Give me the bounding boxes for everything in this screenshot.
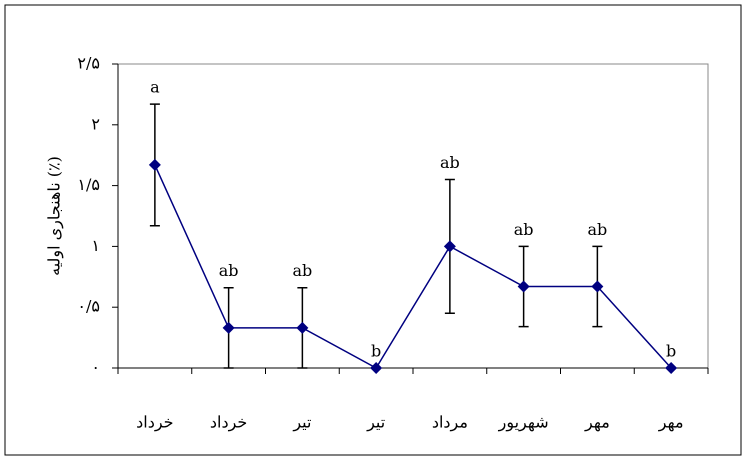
significance-letter: ab [292, 261, 312, 280]
significance-letter: ab [440, 153, 460, 172]
point [517, 280, 530, 293]
y-tick-label: ۰ [91, 358, 100, 377]
x-tick-label: مرداد [432, 413, 468, 432]
x-tick-label: تیر [366, 413, 385, 432]
significance-letter: ab [587, 220, 607, 239]
plot-area [117, 63, 709, 369]
significance-letter: a [150, 78, 160, 97]
x-tick-label: شهریور [498, 413, 549, 432]
point [443, 240, 456, 253]
point [296, 321, 309, 334]
significance-letter: ab [514, 220, 534, 239]
y-tick-label: ۱/۵ [77, 175, 100, 194]
x-tick-label: خرداد [210, 413, 247, 432]
y-axis-label: ناهنجاری اولیه (٪) [45, 156, 64, 276]
x-tick-label: تیر [292, 413, 311, 432]
y-tick-label: ۲ [91, 114, 100, 133]
x-tick-label: خرداد [136, 413, 173, 432]
frame [4, 4, 742, 456]
significance-letter: ab [219, 261, 239, 280]
y-tick-label: ۲/۵ [77, 54, 100, 73]
point [591, 280, 604, 293]
y-tick-label: ۱ [91, 236, 100, 255]
significance-letter: b [371, 342, 381, 361]
x-tick-label: مهر [658, 413, 684, 432]
point [370, 362, 383, 374]
y-tick-label: ۰/۵ [77, 297, 100, 316]
significance-letter: b [666, 342, 676, 361]
point [148, 158, 161, 171]
series-line [154, 164, 672, 370]
point [665, 362, 678, 374]
point [222, 321, 235, 334]
x-tick-label: مهر [584, 413, 610, 432]
